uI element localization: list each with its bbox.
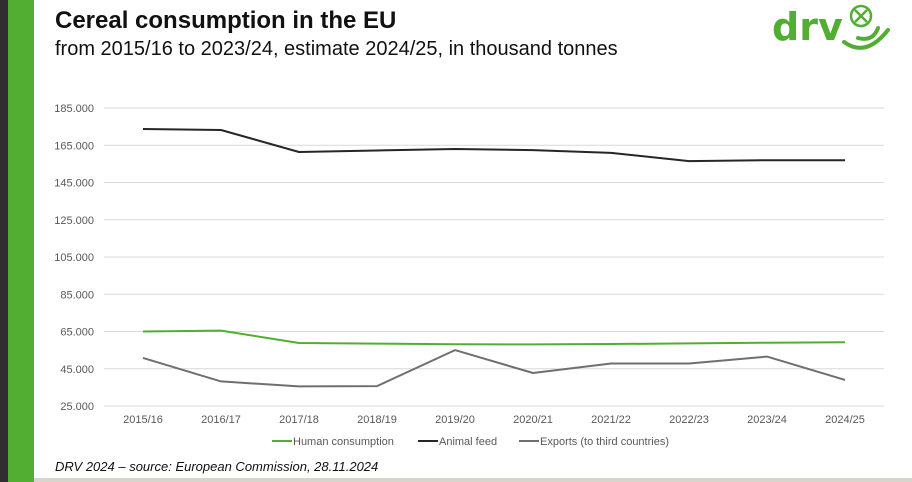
y-tick-label: 185.000 bbox=[54, 103, 94, 115]
x-tick-label: 2018/19 bbox=[357, 414, 397, 426]
legend-label: Exports (to third countries) bbox=[540, 436, 669, 448]
x-tick-label: 2016/17 bbox=[201, 414, 241, 426]
gridlines bbox=[104, 107, 884, 407]
y-tick-label: 165.000 bbox=[54, 140, 94, 152]
series-line-exports-to-third-countries bbox=[142, 349, 846, 388]
x-axis-ticks: 2015/16 2016/17 2017/18 2018/19 2019/20 2020/… bbox=[123, 414, 865, 426]
x-tick-label: 2015/16 bbox=[123, 414, 163, 426]
y-tick-label: 85.000 bbox=[60, 289, 94, 301]
sidebar-dark-stripe bbox=[0, 0, 8, 482]
logo-arc-inner bbox=[856, 26, 880, 41]
source-note: DRV 2024 – source: European Commission, … bbox=[55, 459, 379, 474]
logo-arc-outer bbox=[842, 28, 890, 50]
x-tick-label: 2017/18 bbox=[279, 414, 319, 426]
y-tick-label: 105.000 bbox=[54, 252, 94, 264]
chart-title: Cereal consumption in the EU bbox=[55, 7, 397, 34]
x-tick-label: 2022/23 bbox=[669, 414, 709, 426]
x-tick-label: 2024/25 bbox=[825, 414, 865, 426]
y-tick-label: 65.000 bbox=[60, 327, 94, 339]
sidebar-green-stripe bbox=[8, 0, 34, 482]
x-tick-label: 2023/24 bbox=[747, 414, 787, 426]
series-line-human-consumption bbox=[142, 329, 846, 346]
drv-cross-circle-icon bbox=[849, 4, 873, 28]
drv-logo: drv bbox=[772, 4, 890, 50]
chart-subtitle: from 2015/16 to 2023/24, estimate 2024/2… bbox=[55, 38, 618, 60]
y-axis-ticks: 25.000 45.000 65.000 85.000 105.000 125.000 14… bbox=[54, 103, 94, 413]
y-tick-label: 145.000 bbox=[54, 178, 94, 190]
logo-text: drv bbox=[772, 5, 843, 49]
legend-label: Animal feed bbox=[439, 436, 497, 448]
x-tick-label: 2019/20 bbox=[435, 414, 475, 426]
legend-label: Human consumption bbox=[293, 436, 394, 448]
series-lines bbox=[142, 128, 846, 388]
legend: Human consumption Animal feed Exports (to … bbox=[272, 436, 669, 448]
y-tick-label: 25.000 bbox=[60, 401, 94, 413]
x-tick-label: 2020/21 bbox=[513, 414, 553, 426]
y-tick-label: 45.000 bbox=[60, 364, 94, 376]
y-tick-label: 125.000 bbox=[54, 215, 94, 227]
series-line-animal-feed bbox=[142, 128, 845, 163]
bottom-strip bbox=[34, 478, 912, 482]
x-tick-label: 2021/22 bbox=[591, 414, 631, 426]
